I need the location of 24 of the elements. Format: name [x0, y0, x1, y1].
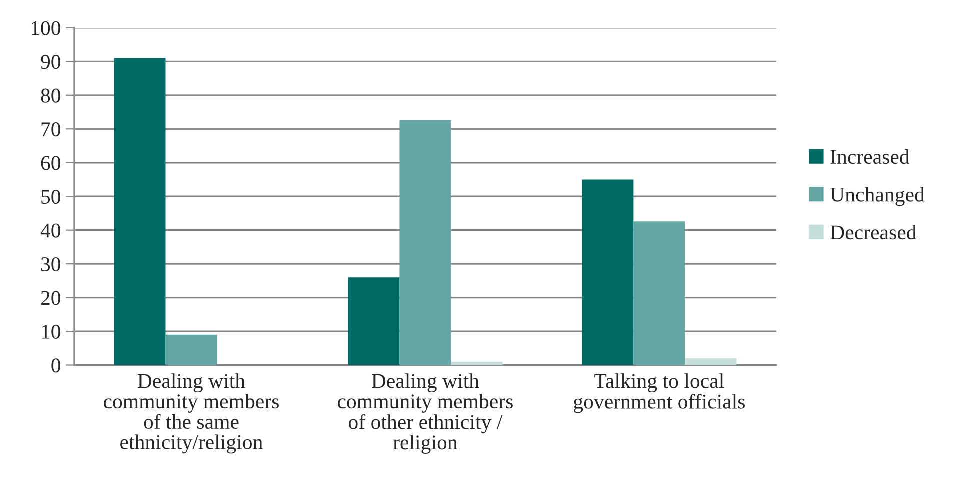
- y-tick-label: 90: [41, 55, 60, 70]
- bar: [114, 58, 166, 366]
- bar: [685, 358, 737, 366]
- legend-label: Decreased: [830, 225, 917, 240]
- y-tick-label: 60: [41, 156, 60, 170]
- x-tick-label: Dealing with community members of other ethnicity / religion: [338, 374, 513, 454]
- y-tick-label: 20: [41, 291, 60, 306]
- bar: [582, 180, 634, 366]
- y-tick-label: 0: [52, 358, 60, 373]
- y-tick-label: 10: [42, 324, 60, 339]
- y-tick-label: 100: [32, 21, 60, 36]
- y-tick-label: 30: [41, 257, 60, 272]
- bar: [400, 120, 452, 366]
- legend-label: Increased: [830, 149, 910, 164]
- legend-label: Unchanged: [830, 187, 925, 206]
- bar: [634, 222, 686, 366]
- y-tick-label: 50: [42, 190, 60, 204]
- x-tick-label: Talking to local government officials: [574, 374, 745, 414]
- y-tick-label: 70: [42, 122, 60, 137]
- bar: [166, 334, 218, 366]
- y-tick-label: 80: [41, 88, 60, 103]
- x-tick-label: Dealing with community members of the same ethnicity/religion: [104, 374, 279, 454]
- y-tick-label: 40: [40, 224, 60, 238]
- bar: [348, 278, 400, 366]
